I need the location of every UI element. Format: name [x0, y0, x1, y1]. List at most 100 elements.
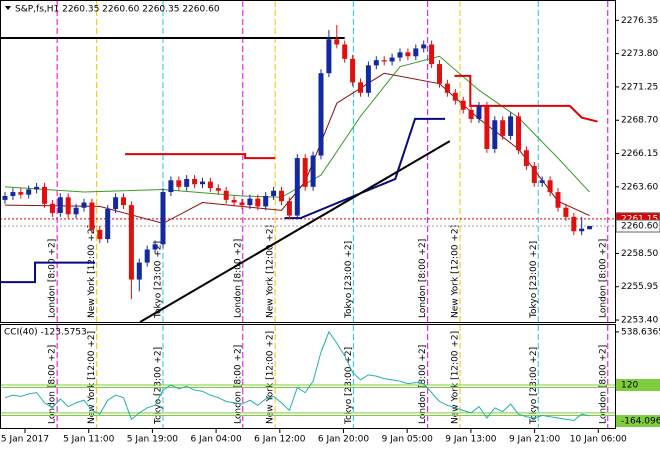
candle-body — [65, 197, 71, 215]
candle-body — [105, 209, 111, 240]
session-label: New York [12:00 +2] — [87, 331, 97, 424]
y-tick-label: 2255.95 — [621, 282, 658, 292]
candle-body — [184, 178, 190, 187]
candle-body — [152, 244, 158, 250]
session-label: New York [12:00 +2] — [451, 225, 461, 318]
session-label: London [8:00 +2] — [598, 239, 608, 318]
candle-body — [128, 205, 134, 280]
time-axis: 5 Jan 2017 5 Jan 11:00 5 Jan 19:00 6 Jan 04… — [1, 429, 627, 445]
price-panel: 2276.35 2273.80 2271.25 2268.70 2266.15 2263.… — [0, 16, 660, 326]
candle-body — [547, 180, 553, 193]
y-tick-label: 2266.15 — [621, 149, 658, 159]
candle-body — [318, 73, 324, 156]
candle-body — [223, 190, 229, 200]
candle-body — [263, 195, 269, 207]
cci-title: CCI(40) -123.5753 — [4, 328, 87, 338]
session-label: New York [12:00 +2] — [451, 331, 461, 424]
cci-frame — [0, 324, 616, 429]
candle-body — [207, 181, 213, 189]
candle-body — [239, 202, 245, 206]
overlay-line — [0, 261, 96, 284]
candle-body — [160, 192, 166, 245]
candle-body — [381, 60, 387, 62]
y-label-box — [616, 415, 660, 428]
session-label: New York [12:00 +2] — [266, 225, 276, 318]
candle-body — [555, 192, 561, 208]
candle-body — [389, 57, 395, 62]
time-label: 5 Jan 11:00 — [63, 435, 115, 445]
candle-body — [89, 202, 95, 230]
session-label: London [8:00 +2] — [233, 239, 243, 318]
price-label: 2261.15 — [621, 214, 658, 224]
candle-body — [444, 83, 450, 93]
candle-body — [18, 192, 24, 195]
time-label: 9 Jan 13:00 — [445, 435, 497, 445]
candle-body — [113, 197, 119, 210]
candle-body — [516, 116, 521, 151]
candle-body — [57, 197, 63, 213]
y-tick-label: -164.0961 — [621, 417, 660, 427]
candle-body — [192, 178, 198, 185]
candle-body — [342, 44, 348, 59]
candle-body — [26, 189, 32, 195]
y-tick-label: 538.6365 — [621, 327, 660, 337]
time-label: 9 Jan 05:00 — [382, 435, 434, 445]
menu-arrow[interactable] — [5, 6, 11, 10]
candle-body — [10, 192, 16, 196]
candle-body — [397, 52, 403, 58]
candle-body — [405, 52, 411, 57]
candle-body — [310, 155, 316, 187]
time-label: 5 Jan 2017 — [1, 435, 49, 445]
y-tick-label: 120 — [621, 380, 638, 390]
y-label-box — [616, 378, 660, 391]
candle-body — [49, 203, 55, 213]
candle-body — [579, 228, 585, 232]
chart-title: S&P,fs,H1 2260.35 2260.60 2260.35 2260.6… — [15, 5, 220, 15]
time-label: 6 Jan 12:00 — [254, 435, 306, 445]
candle-body — [365, 65, 371, 93]
session-label: Tokyo [23:00 +2] — [154, 347, 164, 425]
candle-body — [334, 39, 340, 45]
candle-body — [476, 105, 482, 119]
time-label: 5 Jan 19:00 — [127, 435, 179, 445]
candle-body — [358, 82, 363, 93]
session-label: Tokyo [23:00 +2] — [344, 241, 354, 319]
candle-body — [492, 120, 498, 149]
y-tick-label: 2276.35 — [621, 16, 658, 26]
price-label: 2260.60 — [621, 222, 658, 232]
candle-body — [286, 201, 292, 216]
candle-body — [81, 202, 87, 208]
session-label: London [8:00 +2] — [48, 345, 58, 424]
candle-body — [144, 249, 150, 263]
overlay-line — [454, 74, 598, 123]
candle-body — [215, 188, 221, 191]
price-frame — [0, 0, 616, 323]
candle-body — [294, 158, 300, 216]
overlay-line — [125, 153, 276, 160]
candle-body — [587, 226, 593, 230]
candle-body — [136, 262, 142, 280]
time-label: 6 Jan 04:00 — [190, 435, 242, 445]
candle-body — [42, 186, 47, 204]
candle-body — [531, 165, 537, 183]
candle-body — [121, 197, 126, 206]
session-label: London [8:00 +2] — [418, 345, 428, 424]
candle-body — [484, 105, 490, 149]
candle-body — [563, 207, 569, 217]
candle-body — [255, 198, 261, 207]
session-label: Tokyo [23:00 +2] — [529, 241, 539, 319]
y-tick-label: 2273.80 — [621, 49, 658, 59]
y-tick-label: 2253.40 — [621, 316, 658, 326]
y-tick-label: 2263.60 — [621, 182, 658, 192]
time-label: 10 Jan 06:00 — [570, 435, 627, 445]
session-label: London [8:00 +2] — [418, 239, 428, 318]
sessions: London [8:00 +2] London [8:00 +2] New York… — [48, 1, 609, 428]
session-label: Tokyo [23:00 +2] — [344, 347, 354, 425]
overlay-line — [139, 140, 451, 323]
candle-body — [460, 100, 466, 110]
candle-body — [302, 158, 308, 187]
session-label: Tokyo [23:00 +2] — [154, 241, 164, 319]
session-label: London [8:00 +2] — [598, 345, 608, 424]
y-tick-label: 2258.50 — [621, 249, 658, 259]
